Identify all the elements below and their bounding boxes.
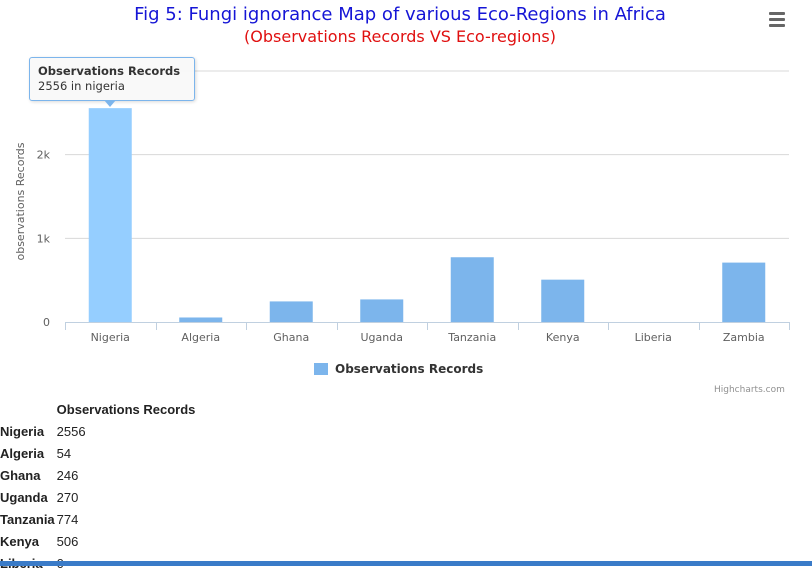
bar-nigeria[interactable] <box>88 108 132 322</box>
table-cell: 2556 <box>56 423 86 439</box>
tooltip-title: Observations Records <box>38 64 181 78</box>
y-tick-label: 0 <box>43 316 50 329</box>
y-tick-label: 2k <box>37 149 51 162</box>
chart-tooltip: Observations Records 2556 in nigeria <box>29 57 195 101</box>
bottom-bar <box>0 561 812 566</box>
table-cell: 246 <box>56 467 79 483</box>
x-tick-label: Kenya <box>546 331 580 344</box>
bar-chart: 0 1k 2k observations Records Nigeria Algeria G… <box>14 70 790 344</box>
table-cell: 506 <box>56 533 79 549</box>
table-row-label: Uganda <box>0 489 48 505</box>
x-tick-label: Nigeria <box>91 331 130 344</box>
x-tick-label: Zambia <box>723 331 765 344</box>
legend-label: Observations Records <box>335 362 484 376</box>
bar-tanzania[interactable] <box>450 257 494 322</box>
table-header: Observations Records <box>56 401 196 417</box>
bar-zambia[interactable] <box>722 262 766 322</box>
data-table: Observations Records Nigeria 2556 Algeri… <box>0 398 197 574</box>
table-row-label: Algeria <box>0 445 45 461</box>
table-row: Ghana 246 <box>0 464 197 486</box>
bar-ghana[interactable] <box>269 301 313 322</box>
x-tick-label: Tanzania <box>447 331 496 344</box>
x-tick-label: Algeria <box>181 331 220 344</box>
legend-item[interactable]: Observations Records <box>314 362 483 376</box>
table-row: Nigeria 2556 <box>0 420 197 442</box>
x-tick-label: Ghana <box>273 331 309 344</box>
table-row-label: Kenya <box>0 533 40 549</box>
table-row-label: Nigeria <box>0 423 45 439</box>
x-tick-label: Liberia <box>635 331 672 344</box>
bar-kenya[interactable] <box>541 279 585 322</box>
table-cell: 54 <box>56 445 72 461</box>
table-row: Uganda 270 <box>0 486 197 508</box>
bar-uganda[interactable] <box>360 299 404 322</box>
y-axis-title: observations Records <box>14 142 27 260</box>
table-row-label: Tanzania <box>0 511 55 527</box>
tooltip-value: 2556 in nigeria <box>38 79 125 93</box>
table-row: Tanzania 774 <box>0 508 197 530</box>
table-cell: 774 <box>56 511 79 527</box>
chart-subtitle: (Observations Records VS Eco-regions) <box>244 27 556 46</box>
export-menu-button[interactable] <box>766 12 788 30</box>
hamburger-icon <box>769 12 785 15</box>
table-row: Algeria 54 <box>0 442 197 464</box>
legend-swatch <box>314 363 328 375</box>
tooltip-arrow <box>104 100 116 107</box>
chart-title: Fig 5: Fungi ignorance Map of various Ec… <box>134 4 666 25</box>
bar-algeria[interactable] <box>179 317 223 322</box>
table-row-label: Ghana <box>0 467 41 483</box>
table-corner <box>0 398 57 420</box>
x-tick-label: Uganda <box>361 331 403 344</box>
table-row: Kenya 506 <box>0 530 197 552</box>
table-cell: 270 <box>56 489 79 505</box>
y-tick-label: 1k <box>37 232 51 245</box>
credits-link[interactable]: Highcharts.com <box>714 385 785 395</box>
